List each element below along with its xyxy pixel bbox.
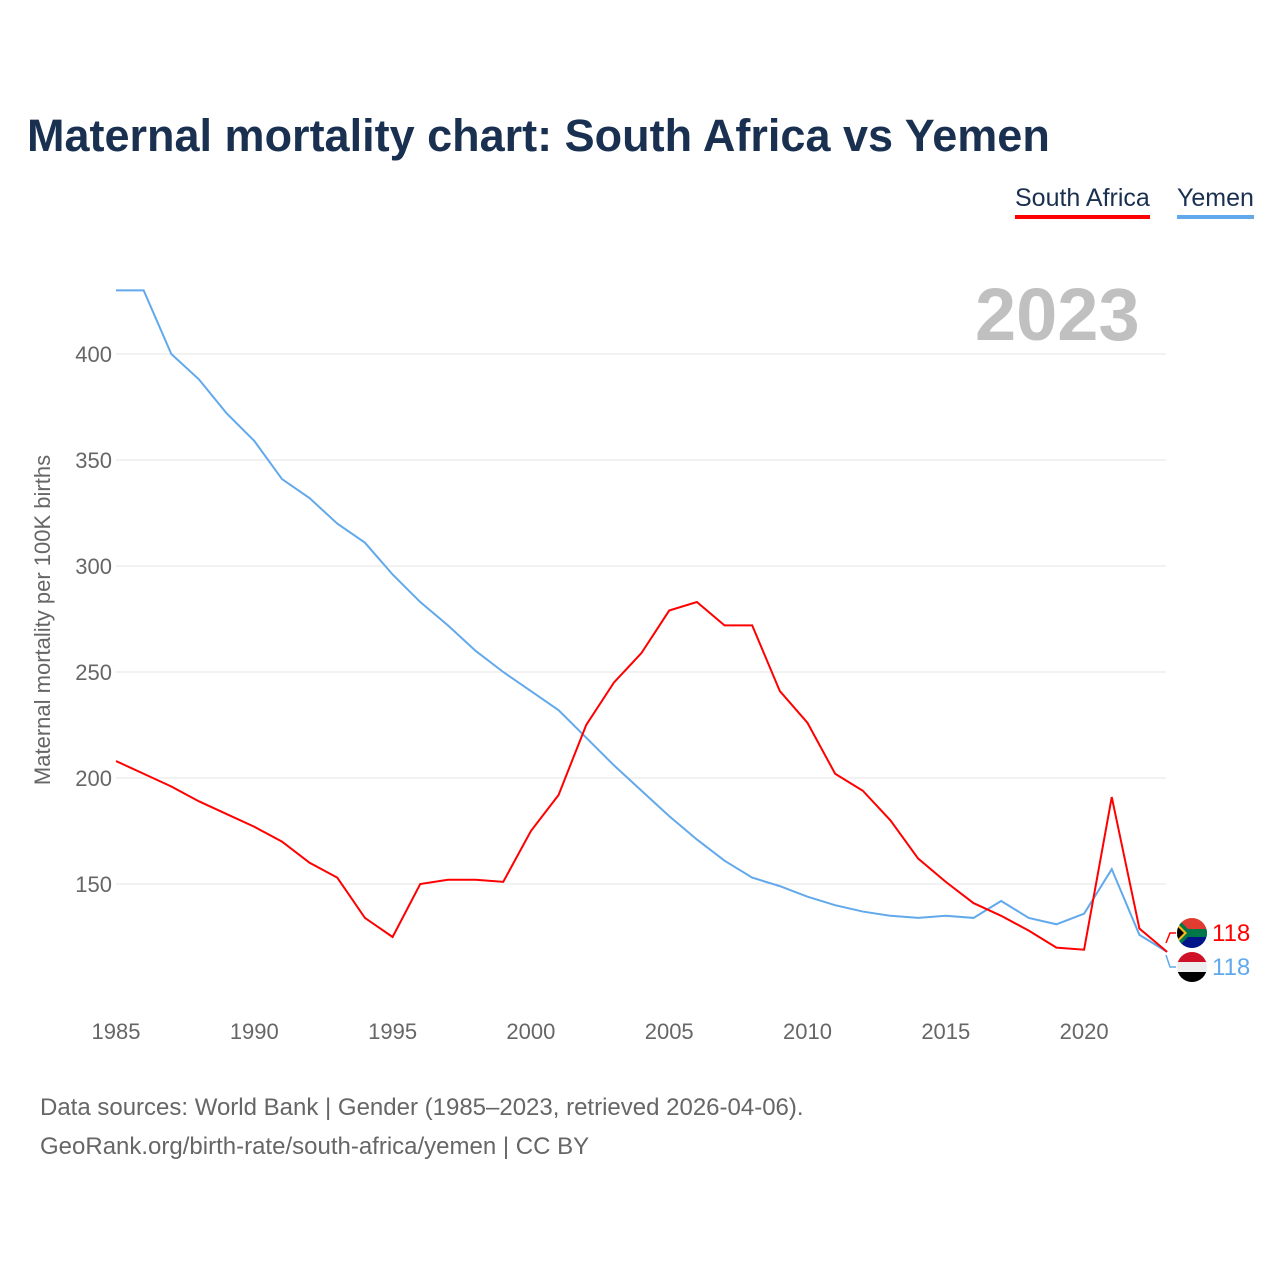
x-tick-label: 2000 xyxy=(506,1019,555,1044)
end-connector xyxy=(1165,954,1176,968)
yemen-flag-icon xyxy=(1177,952,1207,982)
end-value-label: 118 xyxy=(1212,920,1250,947)
y-tick-label: 250 xyxy=(75,660,112,685)
y-axis-label: Maternal mortality per 100K births xyxy=(30,455,55,785)
x-tick-label: 1990 xyxy=(230,1019,279,1044)
year-watermark: 2023 xyxy=(975,273,1140,356)
y-tick-label: 300 xyxy=(75,554,112,579)
series-line-south-africa xyxy=(115,600,1168,953)
x-tick-label: 2010 xyxy=(783,1019,832,1044)
series-line-yemen xyxy=(116,289,1168,953)
x-tick-label: 1995 xyxy=(368,1019,417,1044)
chart-title: Maternal mortality chart: South Africa v… xyxy=(27,110,1050,161)
legend-yemen[interactable]: Yemen xyxy=(1177,184,1254,219)
south-africa-flag-icon xyxy=(1177,918,1207,948)
y-tick-label: 350 xyxy=(75,448,112,473)
y-tick-label: 150 xyxy=(75,872,112,897)
source-note: Data sources: World Bank | Gender (1985–… xyxy=(40,1088,804,1166)
y-tick-label: 400 xyxy=(75,342,112,367)
x-tick-label: 2015 xyxy=(921,1019,970,1044)
x-tick-label: 2005 xyxy=(645,1019,694,1044)
end-value-label: 118 xyxy=(1212,954,1250,981)
x-tick-label: 1985 xyxy=(92,1019,141,1044)
y-tick-label: 200 xyxy=(75,766,112,791)
source-line-2[interactable]: GeoRank.org/birth-rate/south-africa/yeme… xyxy=(40,1133,590,1160)
source-line-1: Data sources: World Bank | Gender (1985–… xyxy=(40,1094,804,1121)
end-connector xyxy=(1165,932,1176,944)
legend-south-africa[interactable]: South Africa xyxy=(1015,184,1150,219)
x-tick-label: 2020 xyxy=(1060,1019,1109,1044)
